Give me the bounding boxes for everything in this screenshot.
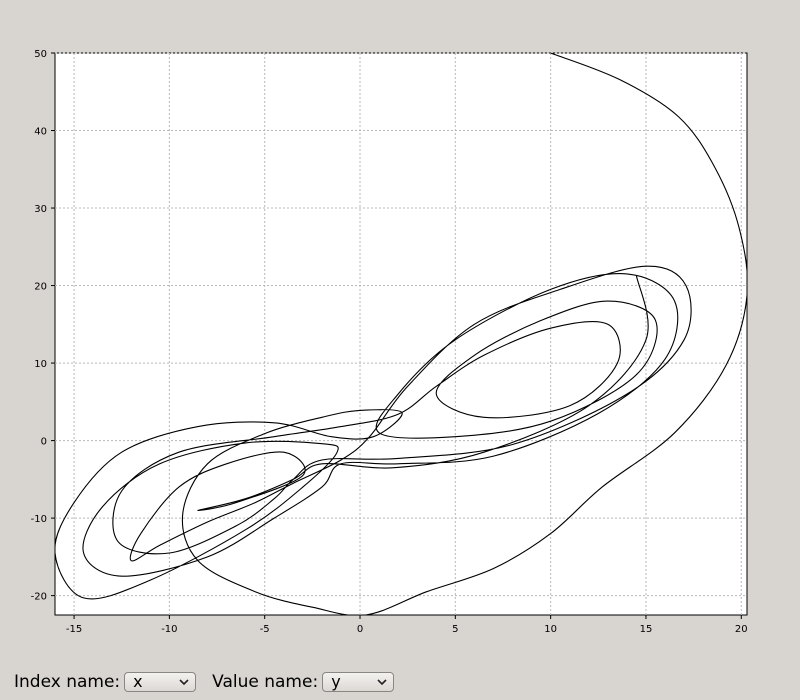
controls-bar: Index name: x Value name: y [14, 672, 410, 692]
y-tick-label: 0 [41, 437, 47, 448]
value-name-select[interactable]: y [322, 672, 395, 692]
x-tick-label: 5 [452, 624, 458, 635]
value-name-label: Value name: [212, 672, 319, 692]
series-group [55, 53, 747, 615]
y-tick-label: 10 [34, 359, 47, 370]
chart-area: -15 -10 -5 0 5 10 15 20 -20 -10 0 10 20 30 40 50 [31, 49, 748, 635]
index-name-label: Index name: [14, 672, 121, 692]
index-name-value: x [133, 672, 143, 691]
chevron-down-icon [377, 679, 387, 686]
y-tick-label: 50 [34, 49, 47, 60]
plot-background [54, 52, 748, 616]
lorenz-plot: -15 -10 -5 0 5 10 15 20 -20 -10 0 10 20 30 40 50 [31, 49, 748, 635]
chevron-down-icon [179, 679, 189, 686]
x-tick-label: 0 [357, 624, 363, 635]
y-tick-label: 40 [34, 127, 47, 138]
x-tick-label: -15 [66, 624, 82, 635]
value-name-value: y [331, 672, 341, 691]
y-tick-label: 20 [34, 282, 47, 293]
x-tick-label: 10 [544, 624, 557, 635]
y-tick-label: 30 [34, 204, 47, 215]
index-name-select[interactable]: x [124, 672, 197, 692]
axes: -15 -10 -5 0 5 10 15 20 -20 -10 0 10 20 30 40 50 [31, 49, 748, 635]
x-tick-label: -5 [260, 624, 270, 635]
x-tick-label: 15 [640, 624, 653, 635]
grid-lines [55, 52, 747, 615]
series-line [55, 53, 747, 615]
y-tick-label: -20 [31, 592, 47, 603]
x-tick-label: -10 [161, 624, 177, 635]
y-tick-label: -10 [31, 514, 47, 525]
x-tick-label: 20 [735, 624, 748, 635]
